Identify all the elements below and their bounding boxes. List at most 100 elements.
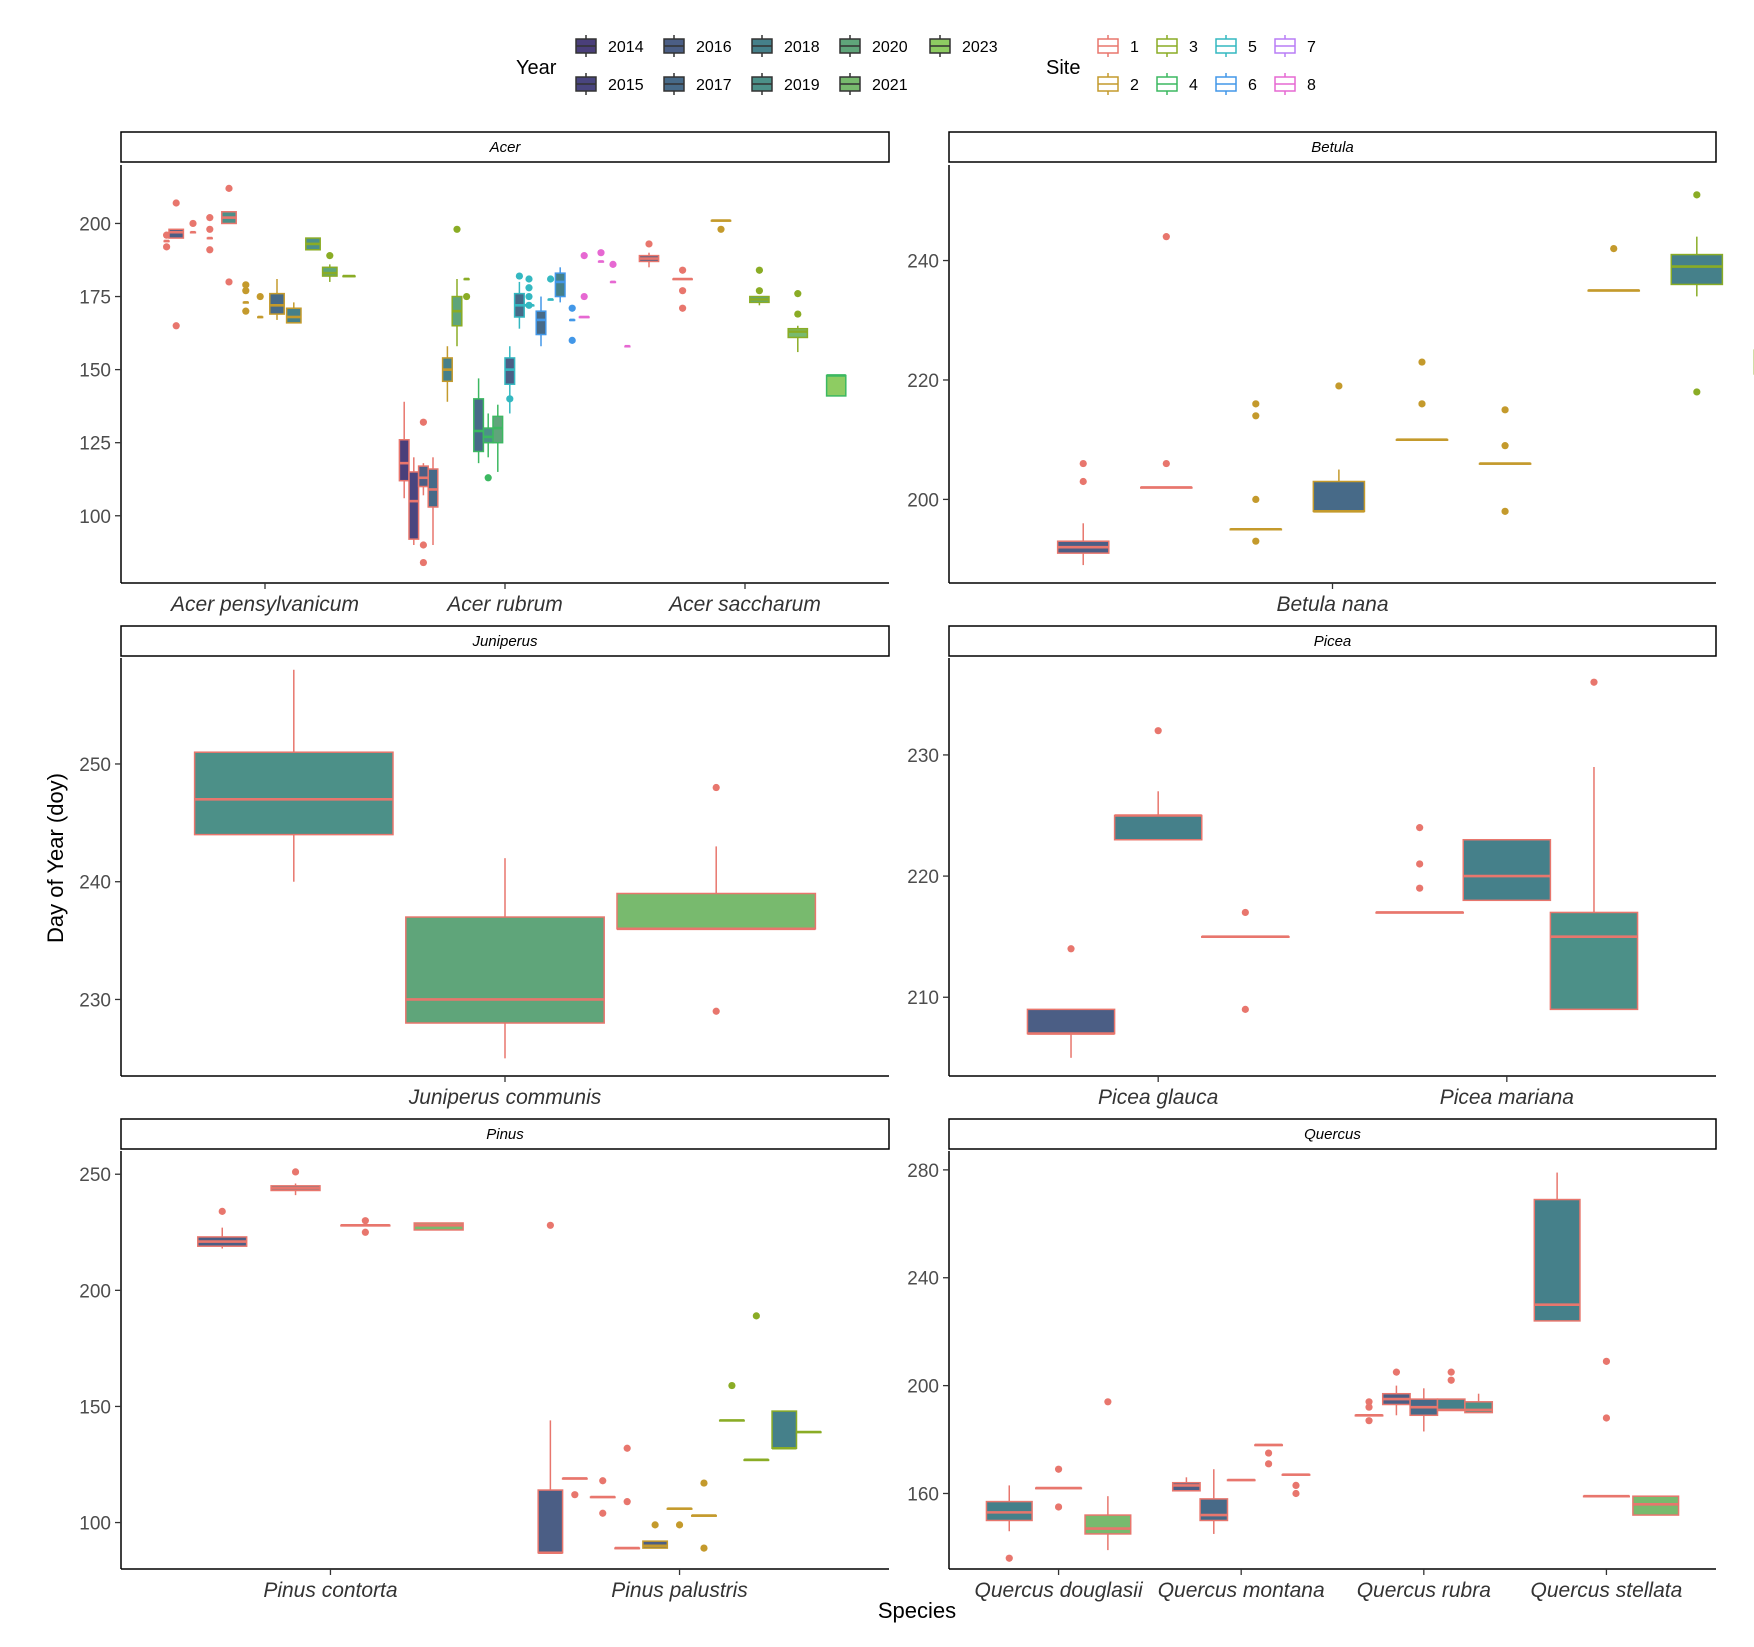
- box-2017-site2: [666, 1507, 693, 1529]
- box-body: [1549, 911, 1639, 1011]
- legend-year-keys: 2014 2015 2016 2017 2018 2019 2020 2021 2023: [575, 35, 998, 95]
- y-tick-label: 175: [79, 288, 111, 309]
- y-tick-label: 220: [907, 867, 939, 888]
- box-outlier: [568, 304, 576, 312]
- box-outlier: [1054, 1465, 1063, 1473]
- box-body: [269, 292, 285, 315]
- y-tick-label: 200: [907, 490, 939, 511]
- y-tick-label: 125: [79, 434, 111, 455]
- box-outlier: [1365, 1417, 1373, 1425]
- box-2019-site1: [614, 1444, 641, 1550]
- facet-strip-label: Acer: [489, 139, 522, 156]
- box-2018-site6: [554, 267, 566, 303]
- box-2021-site2: [1587, 245, 1641, 292]
- box-outlier: [1418, 400, 1426, 408]
- box-2015-site1: [408, 457, 420, 545]
- box-outlier: [1365, 1398, 1373, 1406]
- box-outlier: [291, 1168, 300, 1176]
- box-outlier: [1447, 1368, 1455, 1376]
- box-outlier: [651, 1521, 659, 1529]
- box-body: [1084, 1514, 1132, 1535]
- box-outlier: [580, 292, 588, 301]
- box-2020-site3: [749, 266, 770, 306]
- box-outlier: [1447, 1376, 1455, 1384]
- box-2021-site1: [1084, 1398, 1132, 1551]
- box-2023-site4: [825, 374, 847, 397]
- box-2018-site1: [1462, 838, 1552, 902]
- legend-year-label: 2016: [696, 39, 732, 56]
- box-outlier: [242, 287, 250, 295]
- legend-site-label: 2: [1130, 77, 1139, 94]
- box-outlier: [1252, 412, 1260, 420]
- box-outlier: [571, 1491, 579, 1499]
- y-tick-label: 210: [907, 988, 939, 1009]
- box-outlier: [1501, 507, 1509, 515]
- box-2016-site1: [1381, 1368, 1411, 1416]
- box-outlier: [794, 310, 802, 318]
- box-outlier: [515, 272, 524, 280]
- x-tick-label: Quercus stellata: [1531, 1579, 1683, 1602]
- box-outlier: [1602, 1414, 1611, 1422]
- box-outlier: [623, 1498, 631, 1506]
- legend-site-label: 6: [1248, 77, 1257, 94]
- y-tick-label: 230: [79, 990, 111, 1011]
- box-2018-site5: [547, 275, 555, 301]
- box-2020-site3: [743, 1312, 770, 1462]
- box-body: [473, 398, 485, 453]
- box-outlier: [361, 1217, 369, 1225]
- box-body: [1113, 814, 1203, 841]
- box-outlier: [1252, 400, 1260, 408]
- legend-year-item: 2023: [929, 35, 998, 57]
- x-tick-label: Picea glauca: [1098, 1086, 1218, 1109]
- box-2020-site1: [340, 1217, 391, 1236]
- box-outlier: [1005, 1554, 1013, 1562]
- box-outlier: [1264, 1460, 1273, 1468]
- box-body: [1462, 838, 1552, 902]
- box-outlier: [1252, 495, 1260, 503]
- box-outlier: [752, 1312, 760, 1320]
- box-outlier: [1067, 945, 1075, 953]
- box-2017-site4: [473, 378, 485, 464]
- box-2016-site1: [1026, 945, 1116, 1058]
- box-2014-site1: [398, 401, 410, 499]
- legend-site-item: 7: [1274, 35, 1316, 57]
- box-2016-site1: [638, 240, 660, 268]
- box-2019-site4: [482, 413, 494, 482]
- box-outlier: [206, 246, 214, 254]
- facet-strip-label: Picea: [1314, 633, 1352, 650]
- x-tick-label: Picea mariana: [1440, 1086, 1574, 1109]
- box-2019-site1: [221, 184, 237, 286]
- y-tick-label: 200: [79, 1281, 111, 1302]
- box-outlier: [712, 783, 720, 792]
- legend-year-item: 2018: [751, 35, 820, 57]
- box-outlier: [700, 1544, 708, 1552]
- box-body: [1632, 1495, 1680, 1516]
- box-outlier: [1264, 1449, 1273, 1457]
- x-tick-label: Betula nana: [1276, 593, 1388, 616]
- box-outlier: [675, 1521, 684, 1529]
- legend-year-label: 2018: [784, 39, 820, 56]
- box-outlier: [163, 243, 171, 251]
- box-outlier: [242, 281, 250, 289]
- box-2014-site1: [1354, 1398, 1384, 1425]
- box-2021-site8: [609, 260, 617, 284]
- legend-site-keys: 1 2 3 4 5 6 7 8: [1097, 35, 1316, 95]
- box-outlier: [1241, 1005, 1249, 1013]
- panel-pinus: Pinus 100 150 200 250 Pinus contorta Pinus pal…: [79, 1118, 890, 1602]
- box-2016-site2: [642, 1521, 669, 1549]
- box-outlier: [206, 214, 214, 222]
- box-2021-site3: [342, 274, 356, 278]
- box-2019-site5: [523, 275, 535, 309]
- facet-strip-label: Betula: [1311, 139, 1354, 156]
- box-outlier: [1416, 860, 1424, 868]
- box-body: [427, 468, 439, 508]
- box-outlier: [206, 225, 214, 233]
- box-2018-site1: [1436, 1368, 1466, 1412]
- facet-strip: [120, 1118, 890, 1150]
- box-body: [1533, 1198, 1581, 1322]
- box-outlier: [1241, 908, 1249, 917]
- y-tick-label: 250: [79, 1165, 111, 1186]
- legend-year-item: 2015: [575, 73, 644, 95]
- box-body: [321, 266, 338, 277]
- box-outlier: [419, 558, 427, 567]
